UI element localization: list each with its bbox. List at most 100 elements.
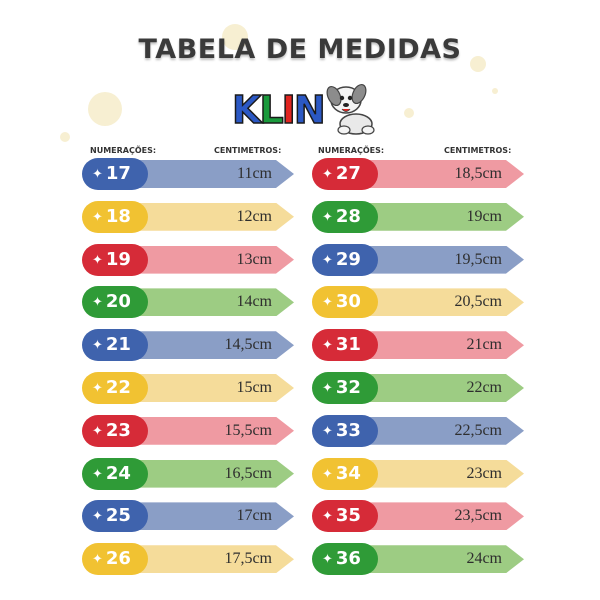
sparkle-icon: ✦ [322,465,333,481]
shoe-size-number: 33 [335,419,361,441]
sparkle-icon: ✦ [92,337,103,353]
shoe-size-number: 27 [335,163,361,184]
shoe-size-number: 36 [335,548,361,570]
header-centimeters-right: CENTIMETROS: [444,146,512,155]
centimeter-value: 15cm [236,379,272,396]
page-title: TABELA DE MEDIDAS [138,34,462,65]
centimeter-value: 14,5cm [224,336,272,354]
decor-bubble [88,92,122,126]
centimeter-value: 21cm [466,336,502,354]
centimeter-value: 15,5cm [224,421,272,439]
centimeter-value: 22cm [466,379,502,396]
shoe-size-number: 32 [335,377,361,398]
centimeter-value: 13cm [236,250,272,268]
shoe-size-number: 18 [105,205,131,227]
size-number-pill: ✦ 32 [312,372,378,404]
size-number-pill: ✦ 30 [312,286,378,319]
size-row: 17,5cm ✦ 26 [82,543,294,576]
shoe-size-number: 24 [105,462,131,484]
dog-mascot-icon [326,83,375,135]
size-number-pill: ✦ 28 [312,200,378,233]
size-row: 15,5cm ✦ 23 [82,414,294,447]
centimeter-value: 23cm [466,464,502,482]
sparkle-icon: ✦ [92,251,103,267]
size-row: 22,5cm ✦ 33 [312,414,524,447]
size-row: 23,5cm ✦ 35 [312,500,524,533]
size-row: 15cm ✦ 22 [82,372,294,404]
size-number-pill: ✦ 17 [82,158,148,190]
sparkle-icon: ✦ [322,380,333,395]
sparkle-icon: ✦ [92,166,103,181]
shoe-size-number: 28 [335,205,361,227]
sparkle-icon: ✦ [92,380,103,395]
size-number-pill: ✦ 19 [82,243,148,276]
size-row: 20,5cm ✦ 30 [312,286,524,319]
size-row: 13cm ✦ 19 [82,243,294,276]
centimeter-value: 20,5cm [454,293,502,311]
sparkle-icon: ✦ [322,422,333,438]
sparkle-icon: ✦ [322,337,333,353]
sparkle-icon: ✦ [322,508,333,524]
centimeter-value: 18,5cm [454,165,502,182]
size-number-pill: ✦ 22 [82,372,148,404]
centimeter-value: 16,5cm [224,464,272,482]
sparkle-icon: ✦ [322,208,333,224]
centimeter-value: 23,5cm [454,507,502,525]
sparkle-icon: ✦ [322,294,333,310]
logo-letter: N [293,87,326,133]
header-numbering-right: NUMERAÇÕES: [318,146,385,155]
centimeter-value: 19,5cm [454,250,502,268]
shoe-size-number: 35 [335,505,361,527]
shoe-size-number: 22 [105,377,131,398]
sparkle-icon: ✦ [92,422,103,438]
shoe-size-number: 25 [105,505,131,527]
shoe-size-number: 23 [105,419,131,441]
logo-letter: L [259,87,285,133]
size-number-pill: ✦ 20 [82,286,148,319]
sparkle-icon: ✦ [92,208,103,224]
size-row: 24cm ✦ 36 [312,543,524,576]
sparkle-icon: ✦ [92,551,103,567]
size-number-pill: ✦ 31 [312,329,378,362]
size-row: 19,5cm ✦ 29 [312,243,524,276]
centimeter-value: 24cm [466,550,502,568]
centimeter-value: 12cm [236,207,272,225]
size-number-pill: ✦ 21 [82,329,148,362]
decor-bubble [404,108,414,118]
size-row: 22cm ✦ 32 [312,372,524,404]
centimeter-value: 17cm [236,507,272,525]
sparkle-icon: ✦ [322,551,333,567]
size-number-pill: ✦ 18 [82,200,148,233]
sparkle-icon: ✦ [92,294,103,310]
centimeter-value: 14cm [236,293,272,311]
size-number-pill: ✦ 26 [82,543,148,576]
sparkle-icon: ✦ [92,465,103,481]
centimeter-value: 11cm [237,165,272,182]
header-numbering-left: NUMERAÇÕES: [90,146,157,155]
shoe-size-number: 26 [105,548,131,570]
size-number-pill: ✦ 35 [312,500,378,533]
centimeter-value: 17,5cm [224,550,272,568]
size-number-pill: ✦ 36 [312,543,378,576]
size-number-pill: ✦ 23 [82,414,148,447]
size-row: 14cm ✦ 20 [82,286,294,319]
shoe-size-number: 29 [335,248,361,270]
sparkle-icon: ✦ [322,166,333,181]
size-row: 11cm ✦ 17 [82,158,294,190]
shoe-size-number: 17 [105,163,131,184]
size-number-pill: ✦ 34 [312,457,378,490]
centimeter-value: 22,5cm [454,421,502,439]
decor-bubble [470,56,486,72]
size-row: 23cm ✦ 34 [312,457,524,490]
size-row: 12cm ✦ 18 [82,200,294,233]
size-number-pill: ✦ 33 [312,414,378,447]
decor-bubble [492,88,498,94]
shoe-size-number: 34 [335,462,361,484]
sparkle-icon: ✦ [322,251,333,267]
size-row: 16,5cm ✦ 24 [82,457,294,490]
size-row: 19cm ✦ 28 [312,200,524,233]
shoe-size-number: 20 [105,291,131,313]
size-number-pill: ✦ 29 [312,243,378,276]
shoe-size-number: 19 [105,248,131,270]
